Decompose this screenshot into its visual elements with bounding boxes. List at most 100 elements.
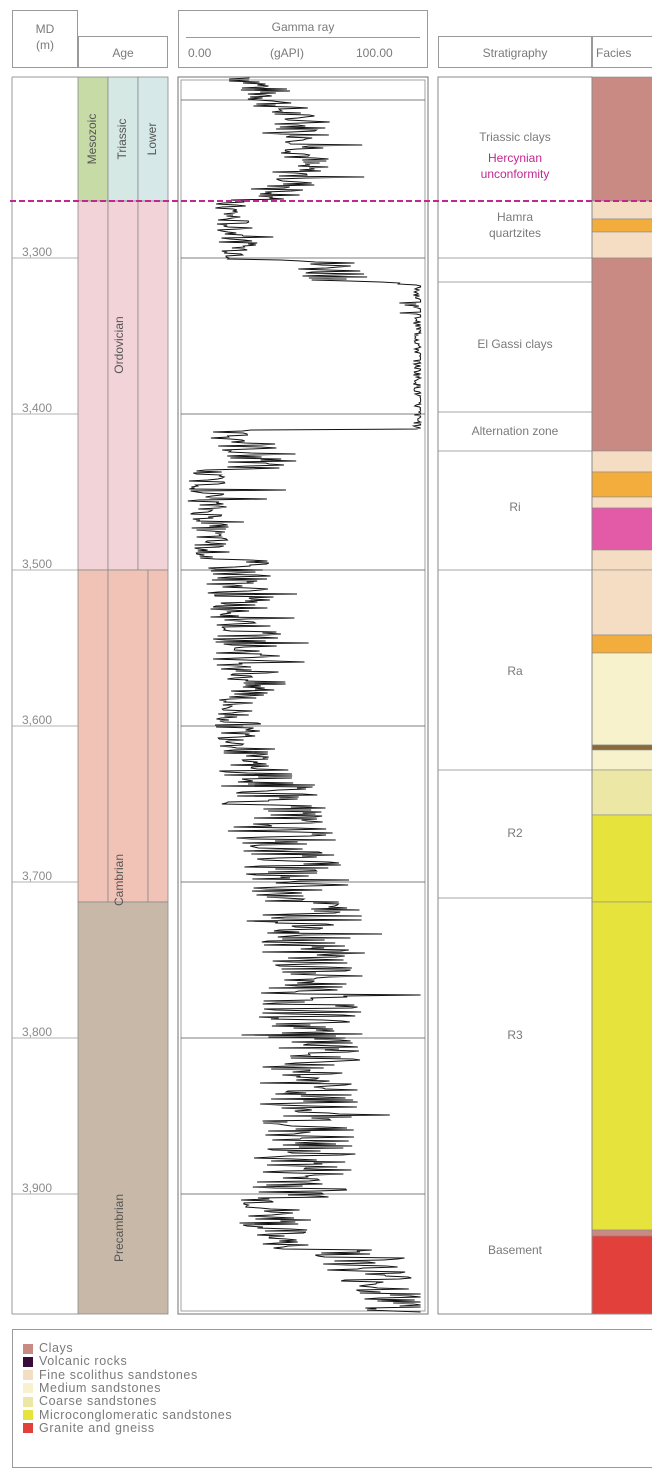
facies-layer — [591, 1229, 652, 1237]
age-header — [78, 36, 168, 68]
facies-layer — [591, 901, 652, 1231]
age-label: Age — [112, 46, 134, 60]
age-box — [77, 569, 109, 903]
age-box — [107, 569, 149, 903]
facies-layer — [591, 507, 652, 551]
depth-label: 3,500 — [22, 557, 52, 571]
legend-item: Microconglomeratic sandstones — [23, 1407, 233, 1422]
legend-item: Coarse sandstones — [23, 1395, 157, 1408]
well-log-plot: Mesozoic Triassic Lower Ordovician Cambrian P… — [10, 76, 652, 1315]
legend-item: Clays — [23, 1342, 73, 1355]
strat-label: unconformity — [481, 167, 550, 181]
strat-label: Hamra — [497, 210, 533, 224]
age-box — [77, 200, 109, 571]
strat-label: Ri — [509, 500, 520, 514]
legend-swatch — [23, 1383, 33, 1394]
legend-label: Volcanic rocks — [39, 1354, 128, 1369]
legend-swatch — [23, 1396, 33, 1407]
facies-layer — [591, 744, 652, 751]
legend-label: Coarse sandstones — [39, 1394, 157, 1409]
facies-layer — [591, 769, 652, 816]
facies-column — [591, 76, 652, 1315]
age-box — [137, 200, 169, 571]
legend-swatch — [23, 1356, 33, 1367]
facies-header — [592, 36, 652, 68]
gamma-ray-curve — [187, 77, 423, 1313]
strat-label: El Gassi clays — [477, 337, 552, 351]
legend: Clays Volcanic rocks Fine scolithus sandst… — [12, 1329, 652, 1468]
gamma-header — [178, 10, 428, 68]
gamma-title-rule — [186, 37, 420, 38]
legend-item: Fine scolithus sandstones — [23, 1367, 198, 1382]
facies-layer — [591, 450, 652, 473]
legend-item: Granite and gneiss — [23, 1420, 155, 1435]
legend-swatch — [23, 1343, 33, 1354]
facies-layer — [591, 749, 652, 771]
facies-layer — [591, 549, 652, 571]
gamma-title: Gamma ray — [271, 20, 335, 34]
depth-label: 3,600 — [22, 713, 52, 727]
stratigraphy-column: Triassic clays Hercynian unconformity Hamra… — [437, 76, 593, 1315]
legend-label: Medium sandstones — [39, 1380, 162, 1395]
strat-label: quartzites — [489, 226, 541, 240]
md-label: MD — [35, 22, 55, 36]
depth-label: 3,800 — [22, 1025, 52, 1039]
facies-layer — [591, 634, 652, 654]
facies-layer — [591, 76, 652, 202]
legend-label: Granite and gneiss — [39, 1420, 155, 1435]
age-labels: Mesozoic Triassic Lower Ordovician Cambrian P… — [85, 114, 159, 1262]
facies-layer — [591, 231, 652, 259]
age-box — [107, 76, 139, 202]
age-label: Ordovician — [112, 316, 126, 373]
legend-label: Fine scolithus sandstones — [39, 1367, 198, 1382]
legend-item: Medium sandstones — [23, 1380, 162, 1395]
md-unit: (m) — [36, 38, 54, 52]
age-box — [147, 569, 169, 903]
age-label: Triassic — [115, 119, 129, 160]
depth-label: 3,900 — [22, 1181, 52, 1195]
facies-layer — [591, 1235, 652, 1315]
legend-swatch — [23, 1370, 33, 1381]
facies-layer — [591, 652, 652, 746]
strat-label: Alternation zone — [472, 424, 559, 438]
strat-label: R3 — [507, 1028, 523, 1042]
facies-layer — [591, 200, 652, 220]
legend-item: Volcanic rocks — [23, 1355, 127, 1368]
facies-layer — [591, 569, 652, 636]
facies-layer — [591, 814, 652, 903]
age-column — [77, 76, 169, 1315]
depth-label: 3,400 — [22, 401, 52, 415]
gamma-unit: (gAPI) — [270, 46, 305, 60]
age-label: Cambrian — [112, 854, 126, 906]
depth-axis: 3,300 3,400 3,500 3,600 3,700 3,800 3,900 — [11, 76, 78, 1315]
depth-label: 3,700 — [22, 869, 52, 883]
gamma-min: 0.00 — [188, 46, 212, 60]
strat-label: R2 — [507, 826, 523, 840]
strat-header — [438, 36, 592, 68]
legend-label: Microconglomeratic sandstones — [39, 1407, 233, 1422]
strat-label: Stratigraphy — [482, 46, 548, 60]
age-box — [137, 76, 169, 202]
strat-label: Ra — [507, 664, 523, 678]
age-box — [77, 901, 169, 1315]
md-header — [12, 10, 78, 68]
gamma-inner-frame — [180, 79, 426, 1312]
strat-label: Triassic clays — [479, 130, 551, 144]
facies-layer — [591, 257, 652, 452]
strat-label: Hercynian — [488, 151, 542, 165]
age-label: Mesozoic — [85, 114, 99, 165]
strat-frame — [437, 76, 593, 1315]
facies-layer — [591, 496, 652, 509]
facies-label: Facies — [596, 46, 632, 60]
legend-swatch — [23, 1410, 33, 1420]
gamma-max: 100.00 — [356, 46, 393, 60]
facies-layer — [591, 471, 652, 498]
facies-layer — [591, 218, 652, 233]
depth-label: 3,300 — [22, 245, 52, 259]
legend-swatch — [23, 1423, 33, 1434]
legend-label: Clays — [39, 1341, 74, 1355]
strat-label: Basement — [488, 1243, 543, 1257]
age-label: Lower — [145, 123, 159, 156]
age-box — [107, 200, 139, 571]
age-label: Precambrian — [112, 1194, 126, 1262]
